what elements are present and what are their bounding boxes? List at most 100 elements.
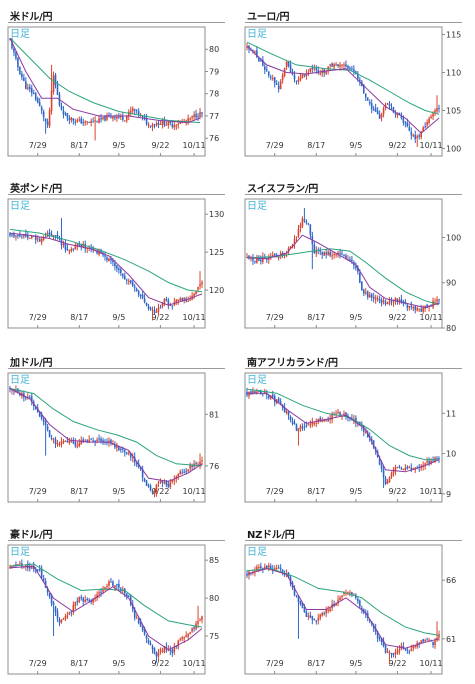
candle-body [309,68,312,72]
candle-body [321,613,324,616]
candle-body [106,257,108,261]
moving-average-long [246,567,440,636]
candle-body [135,109,138,111]
candle-body [149,125,152,127]
candle-body [104,115,106,121]
candle-body [321,251,324,255]
candle-body [19,234,21,237]
candle-body [273,77,276,84]
x-tick-label: 8/17 [70,141,88,150]
candle-body [133,109,136,111]
candle-body [396,298,399,301]
candle-body [384,477,387,484]
candle-body [86,121,88,123]
candle-body [21,73,23,78]
candle-body [372,440,375,448]
moving-average-long [9,388,203,467]
candle-body [279,401,282,406]
candle-body [426,461,428,463]
candle-body [68,250,71,252]
x-tick-label: 8/17 [70,659,88,668]
candle-body [82,439,85,441]
candle-body [265,565,268,568]
candle-body [279,567,282,570]
candle-body [357,267,359,272]
candle-body [116,117,118,119]
candle-body [357,73,359,79]
candle-body [325,609,327,614]
candle-body [313,68,316,70]
candle-body [62,110,65,115]
candle-body [295,80,298,82]
period-label: 日足 [10,200,30,212]
candle-body [175,476,178,479]
candle-body [54,74,57,86]
x-tick-label: 9/22 [151,313,169,322]
candle-body [114,444,116,448]
candle-body [175,646,178,648]
candle-body [157,307,160,313]
candle-body [309,615,312,618]
candle-body [92,440,94,442]
candle-body [72,605,75,612]
candle-body [177,124,180,126]
candle-body [420,308,422,312]
candle-body [191,465,193,468]
candle-body [307,424,310,426]
candle-body [295,423,298,431]
candle-body [72,118,75,121]
candle-body [124,450,126,453]
candle-body [264,566,266,569]
chart-panel-gbp-jpy: 英ポンド/円 7/29 8/17 9/5 9/22 10/11 120 125 130 日足 [4,176,229,334]
candle-body [165,298,168,301]
y-tick-label: 76 [209,462,219,471]
candle-body [362,289,365,294]
chart-title: ユーロ/円 [247,12,290,23]
candle-body [438,299,440,301]
candle-body [406,304,409,308]
candle-body [177,640,180,647]
moving-average-short [247,392,440,473]
candle-body [52,235,55,237]
candle-body [48,110,51,126]
plot-frame [7,544,206,675]
candle-body [299,77,302,81]
candle-body [378,298,381,301]
period-label: 日足 [10,28,30,40]
candle-body [80,597,83,599]
candle-body [406,122,409,127]
candle-body [386,103,389,105]
candle-body [122,589,124,591]
candle-body [303,426,306,428]
candle-body [60,441,63,445]
y-tick-label: 11 [446,409,456,418]
candle-body [27,235,29,238]
candle-body [404,648,407,650]
candle-body [110,117,112,119]
candle-body [271,78,274,80]
y-tick-label: 76 [209,134,219,143]
candle-body [187,118,189,122]
candle-body [436,107,438,112]
candle-body [122,116,124,120]
candle-body [163,299,166,305]
candle-body [141,468,144,478]
candle-body [131,282,134,286]
candle-body [98,592,100,594]
candle-body [271,254,274,257]
candle-body [315,250,318,254]
candle-body [432,113,434,117]
candle-body [137,618,140,624]
candle-body [260,391,262,395]
candle-body [347,592,349,594]
candle-body [129,110,132,113]
candle-body [96,439,98,441]
candle-body [104,255,106,257]
candle-body [380,638,383,642]
candle-body [151,645,154,650]
candle-body [124,120,126,122]
candle-body [42,237,45,240]
x-tick-label: 10/11 [420,487,443,496]
candle-body [34,93,37,100]
candle-body [414,306,417,310]
